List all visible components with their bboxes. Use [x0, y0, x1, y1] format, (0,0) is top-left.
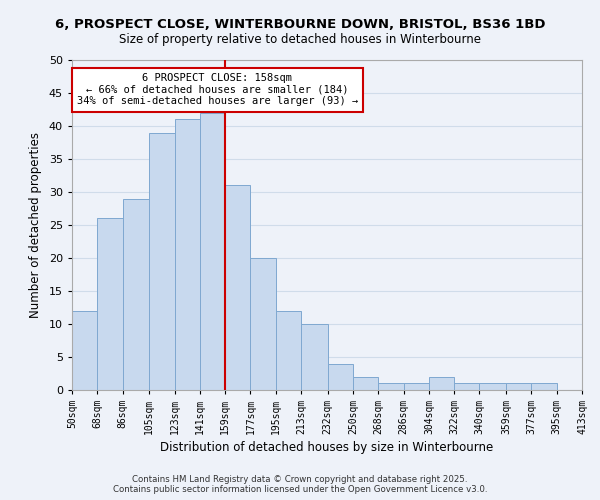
Bar — [72, 311, 97, 390]
Bar — [429, 377, 454, 390]
Bar — [404, 384, 429, 390]
X-axis label: Distribution of detached houses by size in Winterbourne: Distribution of detached houses by size … — [160, 441, 494, 454]
Bar — [454, 384, 479, 390]
Y-axis label: Number of detached properties: Number of detached properties — [29, 132, 42, 318]
Bar — [97, 218, 122, 390]
Bar — [353, 377, 378, 390]
Bar — [276, 311, 301, 390]
Bar — [149, 132, 175, 390]
Bar — [250, 258, 276, 390]
Bar — [200, 113, 225, 390]
Bar — [479, 384, 506, 390]
Bar — [328, 364, 353, 390]
Bar — [175, 120, 200, 390]
Text: Contains HM Land Registry data © Crown copyright and database right 2025.
Contai: Contains HM Land Registry data © Crown c… — [113, 474, 487, 494]
Text: Size of property relative to detached houses in Winterbourne: Size of property relative to detached ho… — [119, 32, 481, 46]
Text: 6 PROSPECT CLOSE: 158sqm
← 66% of detached houses are smaller (184)
34% of semi-: 6 PROSPECT CLOSE: 158sqm ← 66% of detach… — [77, 73, 358, 106]
Text: 6, PROSPECT CLOSE, WINTERBOURNE DOWN, BRISTOL, BS36 1BD: 6, PROSPECT CLOSE, WINTERBOURNE DOWN, BR… — [55, 18, 545, 30]
Bar — [506, 384, 532, 390]
Bar — [378, 384, 404, 390]
Bar — [122, 198, 149, 390]
Bar — [301, 324, 328, 390]
Bar — [532, 384, 557, 390]
Bar — [225, 186, 250, 390]
